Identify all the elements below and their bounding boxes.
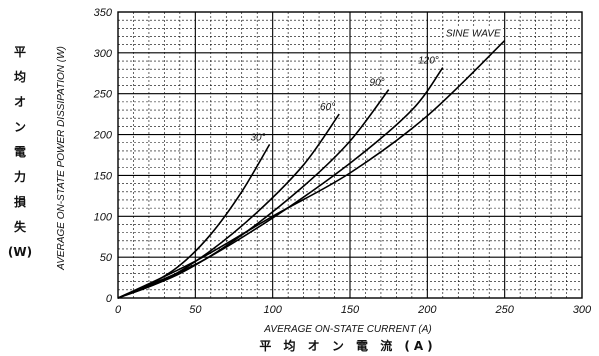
y-tick-label: 50: [100, 252, 113, 264]
x-tick-label: 100: [263, 304, 282, 316]
x-tick-label: 150: [341, 304, 360, 316]
x-tick-label: 50: [189, 304, 202, 316]
curve-label: SINE WAVE: [446, 29, 501, 40]
curves: [117, 40, 506, 299]
x-axis-title: AVERAGE ON-STATE CURRENT (A): [263, 324, 431, 335]
y-tick-labels: 0 50 100 150 200 250 300 350: [93, 7, 113, 305]
curve-label: 30°: [250, 132, 265, 143]
y-title-jp-char: 均: [14, 69, 26, 84]
curve: [117, 67, 444, 299]
y-tick-label: 250: [93, 89, 113, 101]
curve: [117, 40, 506, 299]
curve: [117, 89, 390, 299]
y-title-jp-char: 平: [14, 45, 26, 59]
y-tick-label: 0: [106, 293, 113, 305]
y-tick-label: 300: [94, 48, 113, 60]
x-axis-title-jp: 平 均 オ ン 電 流 (A): [259, 338, 436, 353]
y-title-jp-char: (W): [8, 245, 32, 259]
y-axis-title: AVERAGE ON-STATE POWER DISSIPATION (W): [56, 46, 67, 271]
curve-label: 60°: [320, 102, 335, 113]
y-title-jp-char: オ: [14, 95, 26, 109]
y-title-jp-char: 力: [14, 169, 26, 184]
sine-label-background: [443, 27, 503, 41]
y-tick-label: 200: [93, 130, 113, 142]
plot-frame: [117, 11, 583, 299]
curve-labels: 30° 60° 90° 120° SINE WAVE: [250, 27, 503, 143]
y-tick-label: 150: [94, 170, 113, 182]
y-tick-label: 100: [94, 211, 113, 223]
x-tick-label: 250: [494, 304, 514, 316]
y-title-jp-char: 電: [14, 145, 26, 159]
x-tick-label: 0: [115, 304, 122, 316]
x-tick-label: 200: [417, 304, 437, 316]
y-tick-label: 350: [94, 7, 113, 19]
y-title-jp-char: ン: [14, 120, 26, 134]
x-tick-label: 300: [573, 304, 592, 316]
curve-label: 90°: [370, 78, 385, 89]
curve-label: 120°: [418, 56, 439, 67]
y-title-jp-char: 失: [14, 219, 27, 234]
major-grid: [118, 12, 582, 298]
y-title-jp-char: 損: [14, 194, 27, 209]
x-tick-labels: 0 50 100 150 200 250 300: [115, 304, 592, 316]
curve: [117, 113, 340, 299]
